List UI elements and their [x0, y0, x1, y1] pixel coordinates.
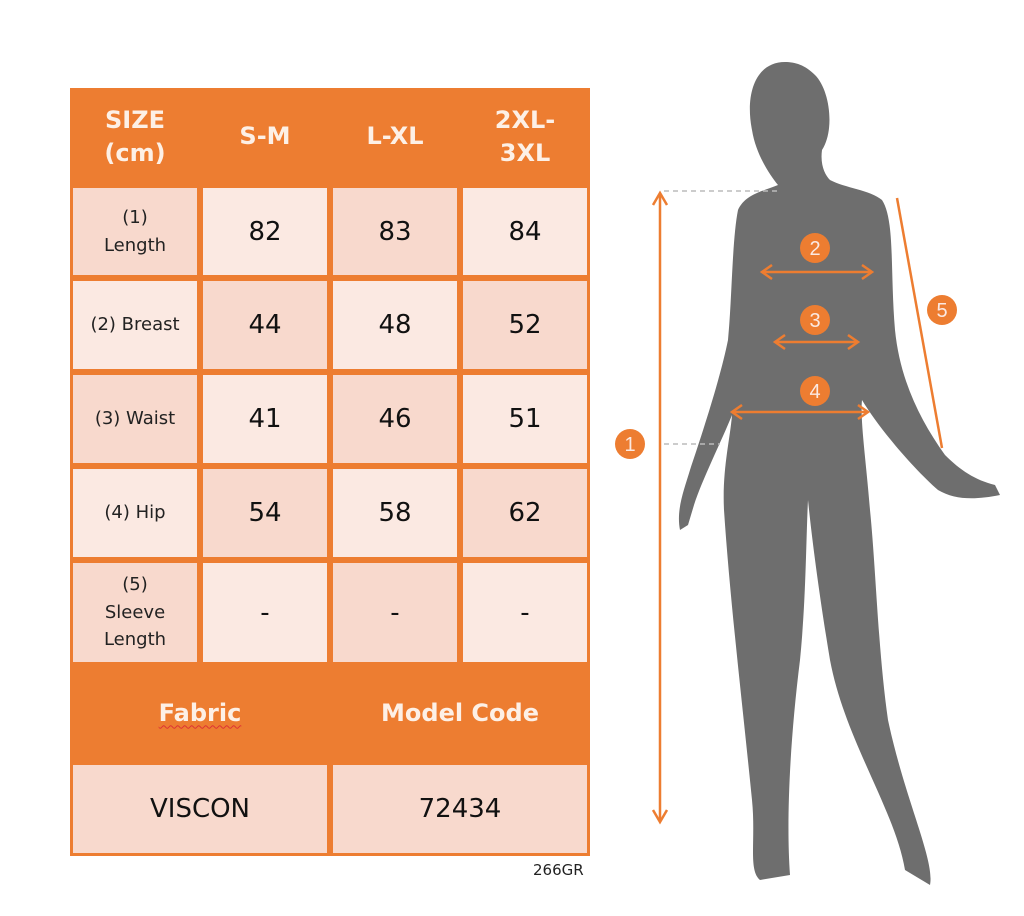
header-cell: SIZE (cm) [73, 91, 197, 182]
value-cell-text: 84 [508, 216, 542, 247]
model-code-header-text: Model Code [381, 699, 539, 728]
model-code-value: 72434 [333, 765, 587, 853]
row-label-text: (2) Breast [90, 314, 180, 336]
product-code: 266GR [533, 861, 584, 879]
header-cell: 2XL- 3XL [463, 91, 587, 182]
value-cell-text: - [390, 597, 400, 628]
fabric-header-text: Fabric [158, 699, 242, 728]
model-code-header: Model Code [333, 668, 587, 759]
body-silhouette-figure: 1 2 3 4 5 [615, 62, 1000, 885]
value-cell: 82 [203, 188, 327, 275]
value-cell: 84 [463, 188, 587, 275]
value-cell: 46 [333, 375, 457, 463]
header-cell: S-M [203, 91, 327, 182]
row-label-text: (3) Waist [94, 408, 176, 430]
marker-4: 4 [809, 381, 820, 403]
header-cell-text: 2XL- 3XL [494, 106, 556, 167]
marker-5: 5 [936, 300, 947, 322]
value-cell: 83 [333, 188, 457, 275]
value-cell-text: - [260, 597, 270, 628]
row-label-text: (5) Sleeve Length [103, 573, 167, 651]
marker-2: 2 [809, 238, 820, 260]
value-cell: - [463, 563, 587, 662]
marker-3: 3 [809, 310, 820, 332]
row-label: (4) Hip [73, 469, 197, 557]
value-cell-text: 52 [508, 310, 542, 340]
fabric-value-text: VISCON [149, 794, 251, 824]
value-cell: 41 [203, 375, 327, 463]
fabric-value: VISCON [73, 765, 327, 853]
fabric-header: Fabric [73, 668, 327, 759]
row-label-text: (1) Length [103, 206, 167, 256]
row-label: (2) Breast [73, 281, 197, 369]
silhouette-icon [678, 62, 1000, 885]
row-label: (5) Sleeve Length [73, 563, 197, 662]
value-cell-text: 41 [248, 404, 282, 434]
value-cell: 54 [203, 469, 327, 557]
value-cell-text: 48 [378, 310, 412, 340]
header-cell-text: L-XL [366, 122, 424, 151]
value-cell-text: - [520, 597, 530, 628]
value-cell-text: 62 [508, 498, 542, 528]
value-cell-text: 46 [378, 404, 412, 434]
value-cell: 62 [463, 469, 587, 557]
value-cell: 58 [333, 469, 457, 557]
value-cell: 51 [463, 375, 587, 463]
value-cell-text: 58 [378, 498, 412, 528]
value-cell-text: 54 [248, 498, 282, 528]
header-cell: L-XL [333, 91, 457, 182]
value-cell: 44 [203, 281, 327, 369]
value-cell: 48 [333, 281, 457, 369]
value-cell-text: 83 [378, 216, 412, 247]
value-cell-text: 44 [248, 310, 282, 340]
model-code-value-text: 72434 [418, 794, 502, 824]
header-cell-text: S-M [239, 122, 291, 151]
value-cell: 52 [463, 281, 587, 369]
row-label-text: (4) Hip [104, 502, 166, 524]
value-cell-text: 51 [508, 404, 542, 434]
size-chart-table: SIZE (cm) S-M L-XL 2XL- 3XL (1) Length 82 83 84… [70, 88, 590, 856]
value-cell-text: 82 [248, 216, 282, 247]
marker-1: 1 [624, 434, 635, 456]
row-label: (3) Waist [73, 375, 197, 463]
header-cell-text: SIZE (cm) [104, 106, 166, 167]
value-cell: - [203, 563, 327, 662]
value-cell: - [333, 563, 457, 662]
row-label: (1) Length [73, 188, 197, 275]
